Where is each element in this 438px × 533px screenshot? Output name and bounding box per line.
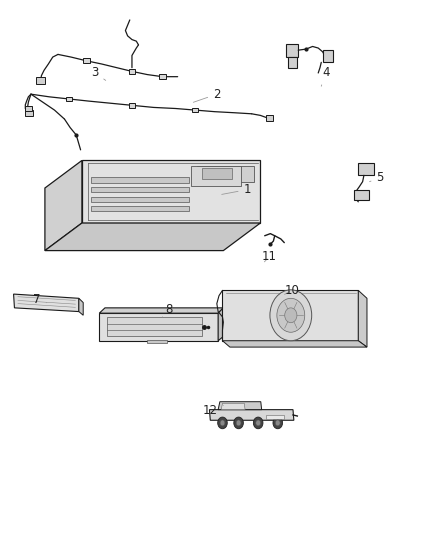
Polygon shape (14, 294, 79, 312)
Text: 5: 5 (370, 171, 384, 184)
Circle shape (270, 290, 312, 341)
Polygon shape (218, 308, 223, 341)
Circle shape (256, 420, 261, 426)
Text: 7: 7 (33, 293, 46, 306)
Circle shape (273, 417, 283, 429)
Polygon shape (201, 168, 232, 179)
Polygon shape (358, 163, 374, 175)
Text: 8: 8 (162, 303, 173, 317)
Text: 1: 1 (222, 183, 251, 196)
Polygon shape (358, 290, 367, 347)
Bar (265, 115, 272, 120)
Polygon shape (45, 160, 82, 251)
Bar (192, 108, 198, 112)
Polygon shape (107, 317, 201, 336)
Polygon shape (91, 206, 188, 212)
Polygon shape (91, 177, 188, 183)
Polygon shape (91, 187, 188, 192)
Polygon shape (82, 160, 260, 223)
Polygon shape (79, 298, 83, 316)
Text: 4: 4 (321, 67, 329, 86)
Polygon shape (218, 402, 261, 410)
Polygon shape (99, 313, 218, 341)
Circle shape (285, 308, 297, 322)
Circle shape (253, 417, 263, 429)
Polygon shape (354, 190, 369, 200)
Text: 11: 11 (261, 251, 276, 263)
Polygon shape (45, 223, 260, 251)
Polygon shape (288, 56, 297, 68)
Polygon shape (147, 340, 167, 343)
Bar (25, 110, 33, 116)
Bar (36, 77, 45, 84)
Polygon shape (266, 415, 284, 419)
Circle shape (220, 420, 225, 426)
Text: 12: 12 (203, 404, 223, 417)
Text: 2: 2 (193, 87, 221, 102)
Text: 10: 10 (285, 284, 300, 297)
Circle shape (234, 417, 244, 429)
Polygon shape (99, 308, 223, 313)
Circle shape (236, 420, 241, 426)
Polygon shape (223, 290, 358, 341)
Text: 3: 3 (91, 67, 106, 80)
Bar (66, 96, 72, 101)
Bar (25, 106, 32, 111)
Polygon shape (286, 44, 298, 57)
Bar (129, 69, 135, 74)
Bar (129, 103, 135, 108)
Polygon shape (209, 410, 294, 420)
Polygon shape (191, 166, 241, 186)
Circle shape (276, 420, 280, 426)
Polygon shape (197, 166, 254, 182)
Circle shape (277, 298, 305, 332)
Bar (83, 58, 89, 63)
Polygon shape (322, 50, 333, 62)
Polygon shape (221, 403, 245, 410)
Circle shape (218, 417, 227, 429)
Polygon shape (223, 341, 367, 347)
Polygon shape (91, 197, 188, 202)
Bar (159, 74, 166, 79)
